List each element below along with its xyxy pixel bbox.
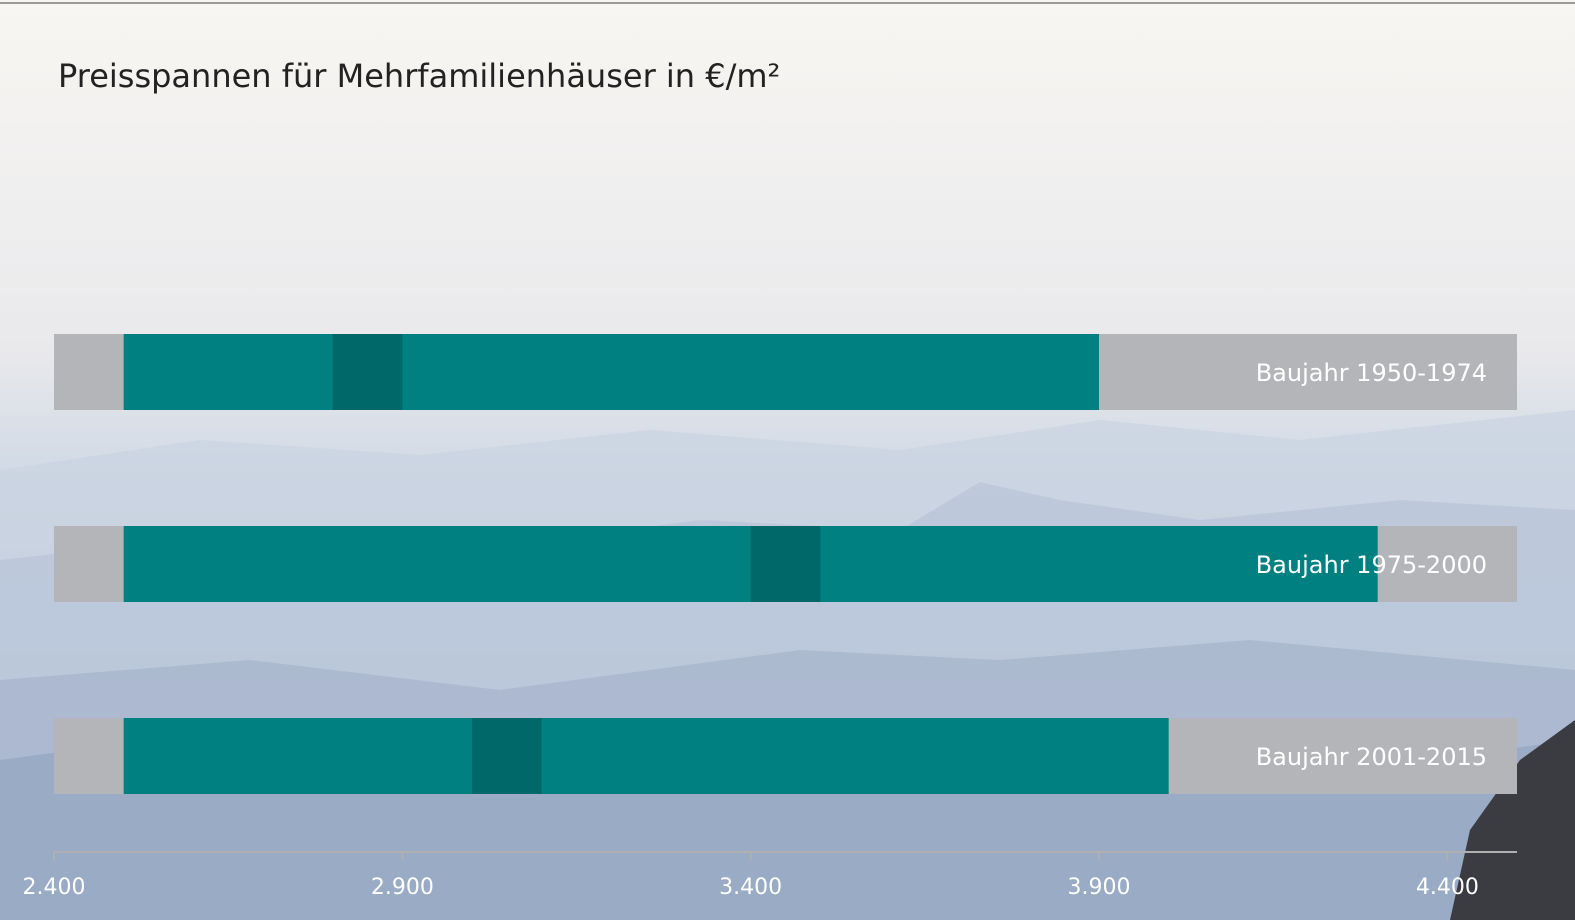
category-label: Baujahr 2001-2015 <box>1256 743 1487 771</box>
range-bar <box>124 718 1169 794</box>
mid-bar <box>472 718 542 794</box>
category-label: Baujahr 1950-1974 <box>1256 359 1487 387</box>
x-tick-label: 2.900 <box>371 875 434 900</box>
category-label: Baujahr 1975-2000 <box>1256 551 1487 579</box>
x-tick-label: 3.900 <box>1068 875 1131 900</box>
mid-bar <box>333 334 403 410</box>
x-tick-label: 2.400 <box>23 875 86 900</box>
chart: Preisspannen für Mehrfamilienhäuser in €… <box>0 0 1575 920</box>
x-tick-label: 3.400 <box>719 875 782 900</box>
range-bar <box>124 334 1099 410</box>
chart-title: Preisspannen für Mehrfamilienhäuser in €… <box>58 57 780 95</box>
mid-bar <box>751 526 821 602</box>
page: Preisspannen für Mehrfamilienhäuser in €… <box>0 0 1575 920</box>
x-tick-label: 4.400 <box>1416 875 1479 900</box>
